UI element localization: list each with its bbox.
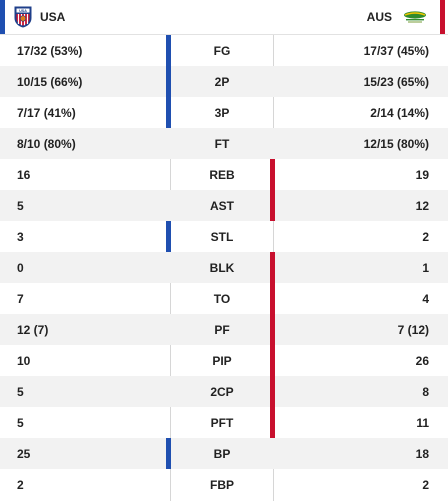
aus-value: 12/15 (80%) xyxy=(363,136,429,151)
aus-value: 26 xyxy=(415,353,429,368)
usa-value: 0 xyxy=(17,260,24,275)
aus-value: 12 xyxy=(415,198,429,213)
stat-label: PF xyxy=(214,322,230,337)
stat-label: 3P xyxy=(214,105,230,120)
stat-row-bp: 25 BP 18 xyxy=(0,438,448,469)
usa-value: 5 xyxy=(17,198,24,213)
aus-leader-indicator xyxy=(270,376,275,407)
usa-value: 5 xyxy=(17,415,24,430)
usa-leader-indicator xyxy=(166,97,171,128)
stat-label: TO xyxy=(213,291,231,306)
stat-label: REB xyxy=(209,167,235,182)
team-usa: USA USA xyxy=(14,0,65,34)
stats-table: 17/32 (53%) FG 17/37 (45%) 10/15 (66%) 2P 15/… xyxy=(0,35,448,500)
stat-label: STL xyxy=(210,229,234,244)
usa-value: 10 xyxy=(17,353,31,368)
stat-label: 2P xyxy=(214,74,230,89)
aus-value: 4 xyxy=(422,291,429,306)
stat-label: AST xyxy=(210,198,234,213)
aus-value: 2 xyxy=(422,477,429,492)
stat-row-3p: 7/17 (41%) 3P 2/14 (14%) xyxy=(0,97,448,128)
usa-value: 8/10 (80%) xyxy=(17,136,76,151)
usa-value: 10/15 (66%) xyxy=(17,74,83,89)
stat-label: FG xyxy=(213,43,231,58)
aus-leader-indicator xyxy=(270,314,275,345)
aus-value: 2/14 (14%) xyxy=(370,105,429,120)
stat-row-ast: 5 AST 12 xyxy=(0,190,448,221)
aus-leader-indicator xyxy=(270,252,275,283)
australia-boomers-logo-icon xyxy=(404,11,426,23)
stat-row-pf: 12 (7) PF 7 (12) xyxy=(0,314,448,345)
usa-value: 7 xyxy=(17,291,24,306)
stat-row-stl: 3 STL 2 xyxy=(0,221,448,252)
aus-value: 17/37 (45%) xyxy=(363,43,429,58)
stat-label: PIP xyxy=(212,353,232,368)
usa-value: 3 xyxy=(17,229,24,244)
aus-leader-indicator xyxy=(270,407,275,438)
stat-row-pft: 5 PFT 11 xyxy=(0,407,448,438)
stat-row-to: 7 TO 4 xyxy=(0,283,448,314)
aus-leader-indicator xyxy=(270,159,275,190)
stat-row-ft: 8/10 (80%) FT 12/15 (80%) xyxy=(0,128,448,159)
team-aus: AUS xyxy=(367,0,428,34)
aus-value: 1 xyxy=(422,260,429,275)
usa-color-bar xyxy=(0,0,5,34)
usa-value: 5 xyxy=(17,384,24,399)
usa-basketball-logo-icon: USA xyxy=(14,6,32,28)
stat-row-reb: 16 REB 19 xyxy=(0,159,448,190)
stat-label: FBP xyxy=(210,477,234,492)
usa-value: 12 (7) xyxy=(17,322,49,337)
stat-row-blk: 0 BLK 1 xyxy=(0,252,448,283)
aus-value: 15/23 (65%) xyxy=(363,74,429,89)
stat-row-fg: 17/32 (53%) FG 17/37 (45%) xyxy=(0,35,448,66)
usa-leader-indicator xyxy=(166,221,171,252)
usa-value: 2 xyxy=(17,477,24,492)
usa-leader-indicator xyxy=(166,438,171,469)
teams-header: USA USA AUS xyxy=(0,0,448,35)
stat-row-fbp: 2 FBP 2 xyxy=(0,469,448,500)
svg-text:USA: USA xyxy=(19,9,27,13)
aus-leader-indicator xyxy=(270,283,275,314)
aus-value: 2 xyxy=(422,229,429,244)
aus-value: 8 xyxy=(422,384,429,399)
usa-value: 17/32 (53%) xyxy=(17,43,83,58)
stat-label: 2CP xyxy=(210,384,234,399)
stat-row-2p: 10/15 (66%) 2P 15/23 (65%) xyxy=(0,66,448,97)
aus-color-bar xyxy=(440,0,445,34)
aus-leader-indicator xyxy=(270,190,275,221)
stat-label: BP xyxy=(213,446,231,461)
aus-value: 18 xyxy=(415,446,429,461)
stat-row-pip: 10 PIP 26 xyxy=(0,345,448,376)
team-aus-name: AUS xyxy=(366,10,392,24)
stat-label: PFT xyxy=(210,415,234,430)
usa-value: 7/17 (41%) xyxy=(17,105,76,120)
aus-value: 7 (12) xyxy=(397,322,429,337)
usa-value: 25 xyxy=(17,446,31,461)
stat-row-2cp: 5 2CP 8 xyxy=(0,376,448,407)
aus-value: 11 xyxy=(416,415,429,430)
team-usa-name: USA xyxy=(40,10,66,24)
aus-leader-indicator xyxy=(270,345,275,376)
usa-value: 16 xyxy=(17,167,31,182)
stat-label: FT xyxy=(214,136,230,151)
stat-label: BLK xyxy=(209,260,235,275)
usa-leader-indicator xyxy=(166,35,171,66)
usa-leader-indicator xyxy=(166,66,171,97)
aus-value: 19 xyxy=(415,167,429,182)
